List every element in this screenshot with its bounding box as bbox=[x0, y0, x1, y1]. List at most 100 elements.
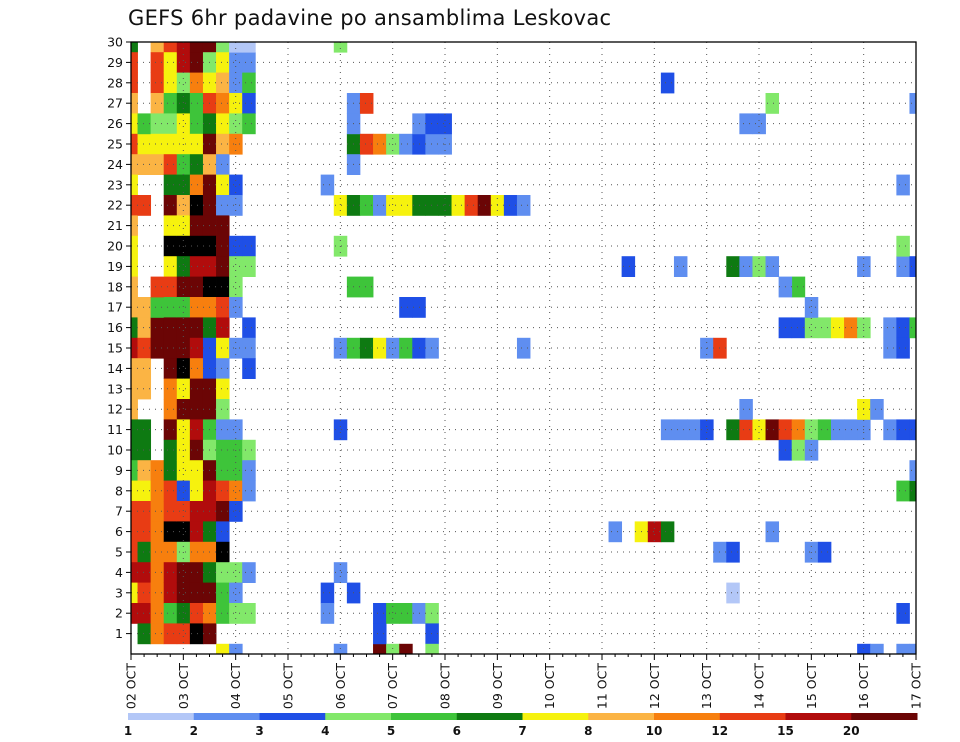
heatmap-cell bbox=[752, 113, 766, 135]
heatmap-cell bbox=[176, 378, 191, 400]
y-tick-label: 13 bbox=[107, 381, 123, 396]
heatmap-cell bbox=[137, 337, 152, 359]
heatmap-cell bbox=[176, 623, 191, 645]
heatmap-cell bbox=[373, 603, 387, 624]
heatmap-cell bbox=[163, 154, 178, 175]
heatmap-cell bbox=[700, 419, 714, 441]
heatmap-cell bbox=[229, 562, 243, 583]
colorbar-label: 4 bbox=[321, 724, 329, 738]
heatmap-cell bbox=[216, 276, 230, 298]
heatmap-cell bbox=[373, 133, 387, 155]
heatmap-cell bbox=[189, 113, 204, 135]
heatmap-cell bbox=[137, 521, 152, 543]
heatmap-cell bbox=[739, 419, 753, 441]
heatmap-cell bbox=[216, 460, 230, 481]
heatmap-cell bbox=[359, 276, 374, 298]
heatmap-cell bbox=[229, 460, 243, 481]
heatmap-cell bbox=[216, 42, 230, 53]
y-tick-label: 1 bbox=[115, 626, 123, 641]
heatmap-cell bbox=[242, 235, 256, 257]
heatmap-cell bbox=[137, 317, 152, 339]
heatmap-cell bbox=[857, 643, 871, 655]
heatmap-cell bbox=[189, 358, 204, 379]
heatmap-cell bbox=[909, 317, 917, 339]
heatmap-cell bbox=[150, 501, 165, 522]
heatmap-cell bbox=[229, 93, 243, 114]
colorbar-swatch bbox=[851, 713, 918, 720]
colorbar-swatch bbox=[391, 713, 458, 720]
heatmap-cell bbox=[804, 419, 819, 441]
heatmap-cell bbox=[883, 337, 897, 359]
heatmap-cell bbox=[373, 643, 387, 655]
heatmap-cell bbox=[673, 256, 688, 277]
heatmap-cell bbox=[189, 501, 204, 522]
heatmap-cell bbox=[896, 317, 910, 339]
heatmap-cell bbox=[163, 521, 178, 543]
heatmap-cell bbox=[163, 623, 178, 645]
heatmap-cell bbox=[242, 337, 256, 359]
heatmap-cell bbox=[229, 72, 243, 94]
heatmap-cell bbox=[137, 541, 152, 563]
colorbar-label: 2 bbox=[190, 724, 198, 738]
heatmap-cell bbox=[503, 195, 518, 216]
heatmap-cell bbox=[216, 541, 230, 563]
heatmap-cell bbox=[189, 133, 204, 155]
y-tick-label: 21 bbox=[107, 218, 123, 233]
colorbar-label: 7 bbox=[518, 724, 526, 738]
heatmap-cell bbox=[189, 215, 204, 237]
heatmap-cell bbox=[216, 582, 230, 604]
heatmap-cell bbox=[150, 154, 165, 175]
heatmap-cell bbox=[320, 603, 335, 624]
heatmap-cell bbox=[229, 297, 243, 318]
colorbar-label: 8 bbox=[584, 724, 592, 738]
heatmap-cell bbox=[150, 603, 165, 624]
heatmap-cell bbox=[229, 113, 243, 135]
x-tick-label: 17 OCT bbox=[909, 663, 924, 709]
heatmap-cell bbox=[131, 562, 138, 583]
heatmap-cell bbox=[765, 93, 780, 114]
heatmap-cell bbox=[131, 439, 138, 461]
heatmap-cell bbox=[131, 337, 138, 359]
heatmap-cell bbox=[216, 501, 230, 522]
heatmap-cell bbox=[150, 541, 165, 563]
x-tick-label: 02 OCT bbox=[124, 663, 139, 709]
heatmap-cell bbox=[647, 521, 662, 543]
heatmap-cell bbox=[216, 297, 230, 318]
heatmap-cell bbox=[137, 582, 152, 604]
x-tick-label: 04 OCT bbox=[228, 663, 243, 709]
y-tick-label: 14 bbox=[107, 361, 123, 376]
heatmap-cell bbox=[131, 93, 138, 114]
heatmap-cell bbox=[176, 42, 191, 53]
heatmap-cell bbox=[216, 603, 230, 624]
heatmap-cell bbox=[137, 378, 152, 400]
heatmap-cell bbox=[909, 460, 917, 481]
heatmap-cell bbox=[608, 521, 623, 543]
heatmap-cell bbox=[726, 541, 740, 563]
heatmap-cell bbox=[516, 195, 531, 216]
colorbar-label: 3 bbox=[255, 724, 263, 738]
heatmap-cell bbox=[189, 439, 204, 461]
heatmap-cell bbox=[673, 419, 688, 441]
heatmap-cell bbox=[131, 317, 138, 339]
heatmap-cell bbox=[150, 337, 165, 359]
heatmap-cell bbox=[189, 93, 204, 114]
heatmap-cell bbox=[189, 154, 204, 175]
heatmap-cell bbox=[189, 276, 204, 298]
heatmap-cell bbox=[189, 419, 204, 441]
heatmap-cell bbox=[870, 643, 884, 655]
heatmap-cell bbox=[150, 480, 165, 502]
heatmap-cell bbox=[216, 317, 230, 339]
heatmap-cell bbox=[137, 480, 152, 502]
colorbar-swatch bbox=[456, 713, 523, 720]
heatmap-cell bbox=[896, 174, 910, 196]
heatmap-cell bbox=[373, 337, 387, 359]
heatmap-cell bbox=[333, 562, 348, 583]
heatmap-cell bbox=[150, 460, 165, 481]
heatmap-cell bbox=[137, 297, 152, 318]
heatmap-cell bbox=[817, 541, 832, 563]
heatmap-cell bbox=[189, 480, 204, 502]
heatmap-cell bbox=[817, 317, 832, 339]
y-tick-label: 7 bbox=[115, 504, 123, 519]
heatmap-cell bbox=[189, 623, 204, 645]
heatmap-cell bbox=[765, 419, 780, 441]
